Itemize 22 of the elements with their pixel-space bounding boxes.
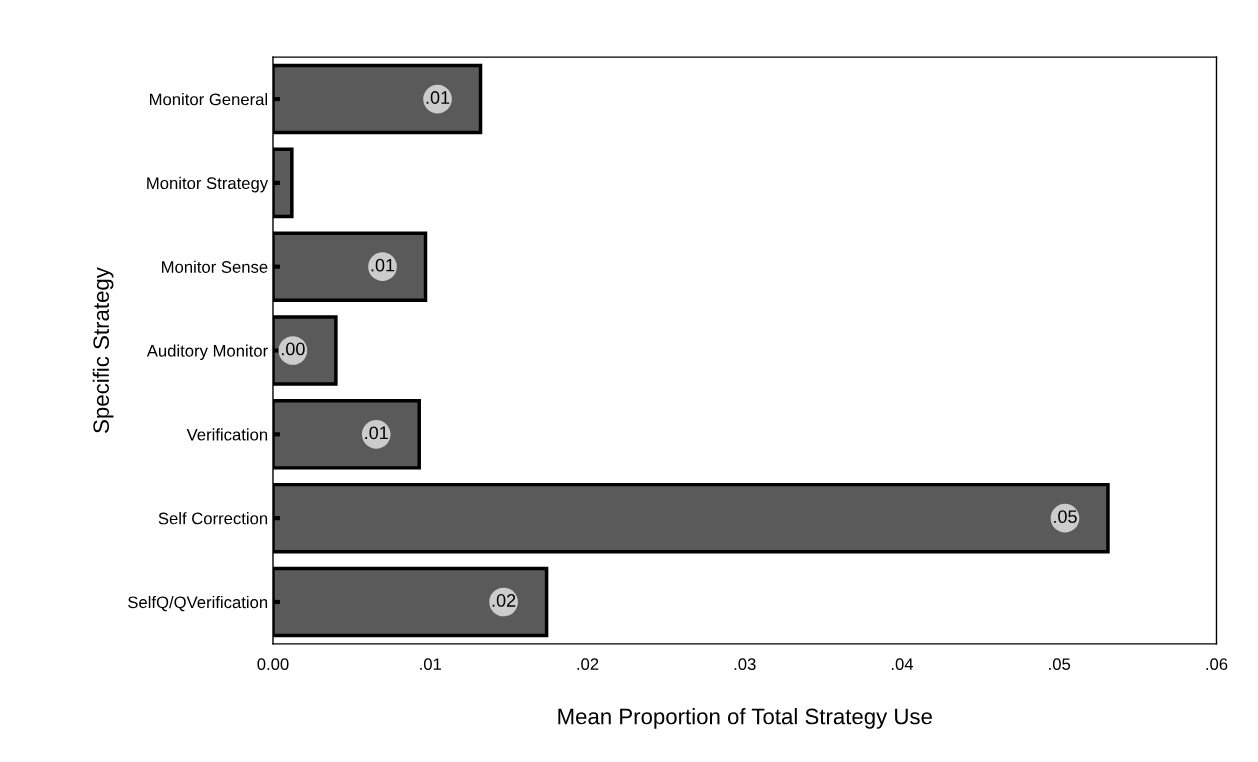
y-tick-label: Auditory Monitor: [146, 344, 268, 361]
data-label: .01: [365, 426, 388, 440]
y-tick-label: Monitor General: [150, 93, 268, 106]
x-axis-title: Mean Proportion of Total Strategy Use: [558, 708, 932, 729]
y-tick-label: Monitor Strategy: [147, 176, 269, 193]
data-label: .01: [426, 91, 450, 104]
y-tick-label: Verification: [186, 428, 268, 441]
x-tick-label: .03: [734, 658, 756, 671]
y-tick-label: Self Correction: [158, 512, 268, 525]
y-axis-title: Specific Strategy: [92, 267, 114, 433]
y-tick-label: SelfQ/QVerification: [128, 595, 268, 612]
x-tick-label: .05: [1049, 658, 1071, 671]
data-label: .02: [492, 594, 516, 607]
x-tick-label: .02: [577, 658, 599, 671]
y-tick-label: Monitor Sense: [162, 260, 268, 273]
x-tick-label: .01: [420, 658, 442, 671]
x-tick-label: .06: [1206, 658, 1228, 671]
x-tick-label: .04: [891, 658, 914, 671]
data-label: .05: [1054, 510, 1077, 524]
data-label: .00: [281, 342, 305, 356]
x-tick-label: 0.00: [257, 658, 289, 671]
data-label: .01: [371, 258, 395, 272]
